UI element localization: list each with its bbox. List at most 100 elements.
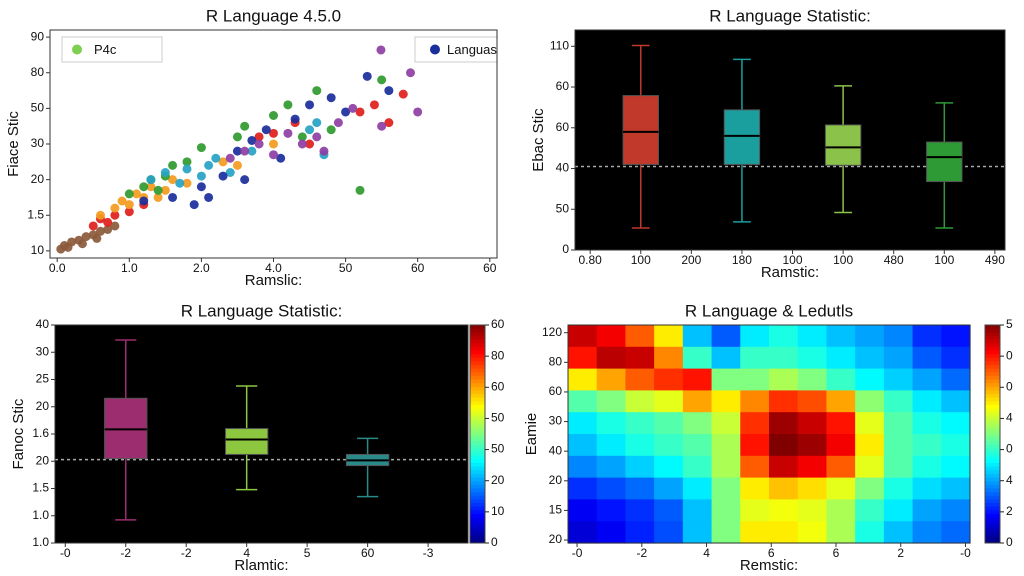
scatter-point	[305, 125, 315, 135]
heatmap-cell	[855, 434, 885, 457]
colorbar-tick-label: 20	[491, 473, 505, 487]
heatmap-cell	[711, 346, 741, 370]
colorbar-segment	[985, 535, 1000, 540]
y-tick-label: 25	[36, 372, 50, 386]
colorbar-segment	[985, 459, 1000, 464]
heatmap-cell	[654, 499, 684, 522]
heatmap-cell	[941, 499, 971, 522]
box	[723, 109, 761, 165]
colorbar-segment	[985, 361, 1000, 366]
colorbar-segment	[470, 473, 485, 479]
scatter-point	[377, 121, 387, 131]
x-axis-label: Remstic:	[740, 557, 798, 574]
y-tick-label: 20	[36, 453, 50, 467]
heatmap-cell	[568, 455, 598, 479]
colorbar-segment	[985, 375, 1000, 380]
colorbar-segment	[985, 412, 1000, 417]
heatmap-cell	[769, 325, 799, 348]
chart-title: R Language Statistic:	[709, 6, 871, 25]
colorbar-segment	[985, 521, 1000, 526]
heatmap-cell	[769, 412, 799, 435]
legend-marker	[430, 44, 440, 55]
colorbar-segment	[470, 492, 485, 497]
scatter-point	[333, 118, 343, 128]
heatmap-cell	[797, 521, 828, 544]
scatter-point	[218, 157, 228, 167]
heatmap-cell	[740, 499, 770, 522]
colorbar-segment	[985, 379, 1000, 384]
x-tick-label: -3	[423, 546, 434, 560]
heatmap-cell	[625, 390, 655, 413]
scatter-point	[305, 139, 315, 149]
scatter-point	[232, 160, 242, 170]
colorbar-segment	[470, 470, 485, 475]
heatmap-cell	[596, 434, 627, 457]
heatmap-cell	[883, 434, 914, 457]
colorbar-tick-label: 0	[1006, 348, 1013, 362]
x-tick-label: -0	[60, 546, 71, 560]
heatmap-cell	[711, 455, 741, 479]
colorbar-segment	[470, 419, 485, 424]
x-tick-label: 1.0	[121, 261, 138, 275]
colorbar-tick-label: 0	[1006, 535, 1013, 549]
colorbar-segment	[470, 513, 485, 519]
heatmap-cell	[654, 325, 684, 348]
heatmap-cell	[941, 325, 971, 348]
heatmap-cell	[740, 477, 770, 500]
scatter-point	[117, 196, 127, 206]
scatter-point	[297, 132, 307, 142]
scatter-point	[232, 132, 242, 142]
colorbar-segment	[985, 423, 1000, 428]
scatter-point	[204, 192, 214, 202]
y-tick-label: 60	[556, 79, 570, 93]
heatmap-cell	[797, 477, 828, 500]
colorbar-segment	[985, 455, 1000, 460]
x-axis-label: Rlamtic:	[234, 557, 288, 574]
heatmap-cell	[568, 499, 598, 522]
colorbar-segment	[985, 492, 1000, 497]
colorbar-segment	[985, 524, 1000, 529]
scatter-point	[312, 132, 322, 142]
scatter-point	[355, 107, 365, 117]
heatmap-cell	[654, 390, 684, 413]
colorbar-tick-label: 50	[491, 411, 505, 425]
heatmap-cell	[769, 434, 799, 457]
scatter-point	[110, 221, 120, 231]
heatmap-cell	[596, 390, 627, 413]
heatmap-cell	[654, 434, 684, 457]
colorbar-segment	[985, 383, 1000, 388]
colorbar-segment	[470, 430, 485, 435]
heatmap-cell	[654, 455, 684, 479]
y-tick-label: 30	[31, 136, 45, 150]
scatter-point	[218, 171, 228, 181]
heatmap-cell	[797, 368, 828, 391]
scatter-point	[384, 118, 394, 128]
scatter-point	[319, 146, 329, 156]
x-tick-label: 100	[833, 253, 853, 267]
colorbar-segment	[985, 499, 1000, 504]
heatmap-cell	[654, 521, 684, 544]
heatmap-cell	[855, 325, 885, 348]
colorbar-segment	[470, 477, 485, 482]
colorbar-segment	[985, 335, 1000, 341]
scatter-point	[384, 86, 394, 96]
scatter-point	[139, 196, 149, 206]
colorbar-segment	[985, 532, 1000, 537]
colorbar-segment	[470, 335, 485, 341]
colorbar-segment	[470, 481, 485, 486]
scatter-point	[297, 139, 307, 149]
colorbar-segment	[470, 404, 485, 410]
heatmap-cell	[912, 477, 942, 500]
heatmap-cell	[912, 390, 942, 413]
scatter-point	[81, 232, 91, 242]
heatmap-cell	[826, 477, 856, 500]
heatmap-cell	[883, 499, 914, 522]
scatter-point	[168, 175, 178, 185]
colorbar-segment	[985, 444, 1000, 450]
x-tick-label: -2	[636, 546, 647, 560]
x-tick-label: 60	[361, 546, 375, 560]
heatmap-cell	[826, 368, 856, 391]
scatter-point	[254, 139, 264, 149]
colorbar-segment	[470, 332, 485, 337]
